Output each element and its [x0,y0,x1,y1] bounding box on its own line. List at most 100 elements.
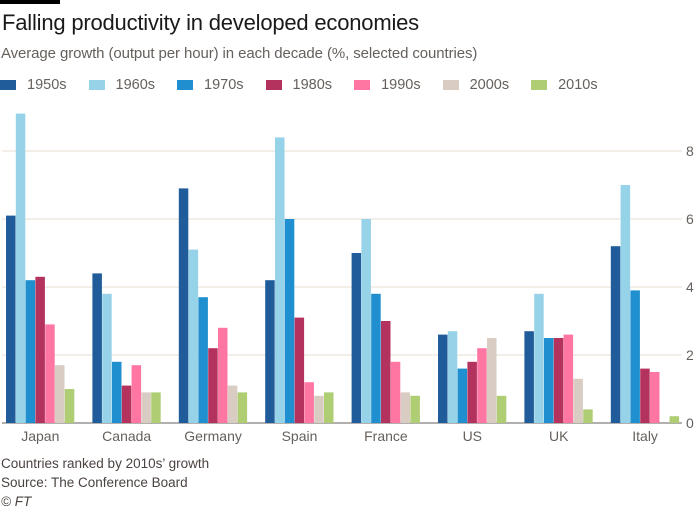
legend-item-1980s: 1980s [265,77,333,93]
bar-italy-1960s [620,185,631,423]
chart-subtitle: Average growth (output per hour) in each… [1,45,478,62]
bar-uk-1970s [544,338,554,423]
bar-uk-1980s [553,338,564,423]
bar-italy-1980s [640,368,650,423]
bar-germany-1950s [178,188,189,423]
bar-japan-1980s [35,276,45,423]
bar-italy-2010s [669,416,680,423]
bar-japan-1970s [25,280,36,423]
bar-spain-1970s [284,219,295,423]
bar-uk-2000s [573,378,583,423]
bar-japan-2000s [55,365,65,423]
legend-swatch [0,80,16,90]
x-axis-labels: Japan Canada Germany Spain France US UK Italy [21,428,658,444]
bar-france-1960s [361,219,371,423]
bar-us-1970s [457,368,468,423]
legend-swatch [265,80,282,90]
legend-label: 2010s [558,77,598,93]
bar-france-1980s [381,321,391,423]
bar-chart: 0 2 4 6 8 Japan Canada Germany Spain France US UK I… [2,113,694,444]
bar-us-2010s [496,395,507,423]
x-tick-label: Canada [102,428,151,444]
bar-italy-1990s [650,372,660,423]
bar-us-1980s [467,361,477,423]
bar-canada-1990s [131,365,142,423]
legend-swatch [177,80,194,90]
legend-item-1970s: 1970s [177,77,244,93]
bar-germany-1990s [218,327,228,423]
brand-bar [0,0,60,4]
legend-swatch [531,80,548,90]
x-tick-label: UK [549,428,569,444]
bar-uk-2010s [583,409,593,423]
bar-spain-2010s [324,392,334,423]
x-tick-label: Italy [632,428,658,444]
bar-france-2000s [400,392,411,423]
chart-source: Source: The Conference Board [1,475,188,490]
x-tick-label: Germany [184,428,242,444]
legend-swatch [88,80,105,90]
bar-japan-1990s [45,324,55,423]
legend-swatch [442,80,459,90]
bar-us-1990s [477,348,487,423]
bar-us-1950s [438,334,448,423]
x-tick-label: Spain [282,428,318,444]
legend-label: 2000s [469,77,510,93]
bar-uk-1960s [534,293,544,423]
bar-uk-1950s [524,331,534,423]
bar-canada-2010s [151,392,161,423]
x-tick-label: France [364,428,408,444]
y-tick-label: 4 [686,279,694,295]
legend-label: 1980s [292,77,333,93]
bar-germany-2010s [237,392,248,423]
legend-label: 1950s [27,77,67,93]
bar-uk-1990s [563,334,574,423]
bars [6,113,680,423]
bar-france-2010s [410,395,420,423]
legend-item-2000s: 2000s [442,77,510,93]
bar-canada-1980s [121,385,132,423]
bar-germany-1960s [188,249,199,423]
chart-note: Countries ranked by 2010s’ growth [1,456,210,471]
bar-germany-1970s [198,297,208,423]
bar-us-2000s [487,338,497,423]
bar-italy-1950s [610,246,621,423]
bar-france-1990s [390,361,401,423]
legend-label: 1970s [204,77,244,93]
legend-item-1990s: 1990s [354,77,421,93]
x-tick-label: US [463,428,482,444]
bar-spain-1980s [294,317,305,423]
bar-canada-1960s [102,293,112,423]
bar-japan-2010s [64,389,75,423]
bar-canada-2000s [141,392,151,423]
bar-germany-2000s [227,385,238,423]
y-tick-label: 0 [686,415,694,431]
bar-spain-1960s [275,137,285,423]
bar-france-1970s [371,293,381,423]
bar-canada-1970s [112,361,122,423]
bar-japan-1950s [6,215,16,423]
bar-spain-1990s [304,382,314,423]
y-tick-label: 2 [686,347,694,363]
legend-item-2010s: 2010s [531,77,598,93]
x-tick-label: Japan [21,428,59,444]
bar-france-1950s [351,253,362,423]
bar-germany-1980s [208,348,218,423]
chart-title: Falling productivity in developed econom… [2,10,419,35]
bar-spain-2000s [314,395,324,423]
legend-swatch [354,80,371,90]
y-tick-label: 6 [686,211,694,227]
y-tick-label: 8 [686,143,694,159]
bar-italy-1970s [630,290,640,423]
bar-spain-1950s [265,280,275,423]
bar-japan-1960s [15,113,26,423]
legend-item-1950s: 1950s [0,77,67,93]
copyright: © FT [1,494,32,509]
legend-item-1960s: 1960s [88,77,156,93]
bar-canada-1950s [92,273,102,423]
legend: 1950s 1960s 1970s 1980s 1990s 2000s 2010… [0,75,620,95]
legend-label: 1960s [115,77,156,93]
bar-us-1960s [447,331,458,423]
legend-label: 1990s [381,77,421,93]
y-axis-ticks: 0 2 4 6 8 [686,143,694,431]
